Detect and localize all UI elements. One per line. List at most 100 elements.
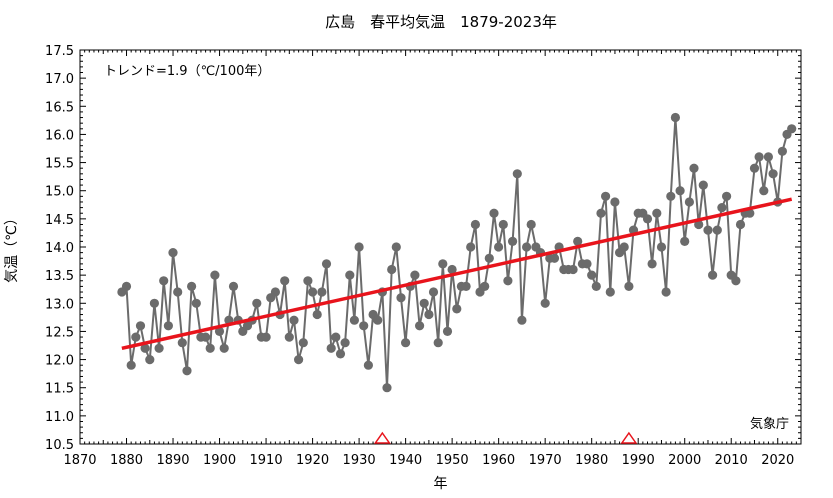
y-tick-label: 10.5 xyxy=(45,438,74,453)
data-point xyxy=(787,124,797,134)
x-tick-label: 2010 xyxy=(715,453,748,468)
data-point xyxy=(507,236,518,246)
x-tick-label: 2020 xyxy=(761,453,794,468)
x-tick-label: 1880 xyxy=(110,453,143,468)
data-point xyxy=(201,332,211,342)
y-tick-label: 15.5 xyxy=(45,157,74,172)
data-point xyxy=(466,242,476,252)
data-point xyxy=(587,270,597,280)
plot-frame xyxy=(79,49,802,445)
data-point xyxy=(503,276,513,286)
station-change-marker xyxy=(620,431,638,444)
data-point xyxy=(173,287,183,297)
data-point xyxy=(191,298,201,308)
data-point xyxy=(373,315,383,325)
x-tick-label: 1950 xyxy=(436,453,469,468)
chart-title: 広島 春平均気温 1879-2023年 xyxy=(325,13,557,31)
y-tick-label: 13.0 xyxy=(45,297,74,312)
data-point xyxy=(401,338,411,348)
data-point xyxy=(777,146,788,156)
data-point xyxy=(484,253,494,263)
data-point xyxy=(522,242,532,252)
data-point xyxy=(349,315,359,325)
station-change-markers xyxy=(373,431,638,444)
data-point xyxy=(582,259,592,269)
data-point xyxy=(177,338,187,348)
data-point xyxy=(596,208,606,218)
data-point xyxy=(610,197,620,207)
data-point xyxy=(698,180,708,190)
data-point xyxy=(745,208,755,218)
x-axis-label: 年 xyxy=(434,476,448,492)
data-point xyxy=(126,360,136,370)
data-point xyxy=(438,259,448,269)
y-tick-label: 16.0 xyxy=(45,128,74,143)
data-point xyxy=(187,281,197,291)
data-point xyxy=(391,242,401,252)
data-point xyxy=(470,219,480,230)
x-tick-label: 2000 xyxy=(668,453,701,468)
y-tick-label: 11.0 xyxy=(45,410,74,425)
data-point xyxy=(768,169,778,179)
data-point xyxy=(517,315,527,325)
data-point xyxy=(694,219,704,230)
y-tick-label: 15.0 xyxy=(45,185,74,200)
data-point xyxy=(591,281,601,291)
data-point xyxy=(345,270,355,280)
y-tick-label: 17.5 xyxy=(45,44,74,59)
x-tick-label: 1900 xyxy=(203,453,236,468)
data-point xyxy=(168,248,178,258)
data-point xyxy=(149,298,159,308)
data-point xyxy=(489,208,499,218)
data-point xyxy=(210,270,220,280)
y-tick-label: 12.0 xyxy=(45,354,74,369)
y-axis-label: 気温（℃） xyxy=(4,211,20,283)
data-point xyxy=(308,287,318,297)
data-point xyxy=(624,281,634,291)
data-point xyxy=(647,259,657,269)
data-point xyxy=(335,349,346,359)
data-point xyxy=(228,281,239,291)
data-point xyxy=(675,186,685,196)
x-tick-label: 1910 xyxy=(250,453,283,468)
x-tick-label: 1920 xyxy=(296,453,329,468)
y-tick-label: 11.5 xyxy=(45,382,74,397)
y-tick-label: 16.5 xyxy=(45,100,74,115)
data-point xyxy=(680,236,690,246)
data-point xyxy=(298,338,308,348)
data-point xyxy=(289,315,299,325)
data-point xyxy=(512,169,522,179)
data-point xyxy=(252,298,262,308)
x-tick-label: 1870 xyxy=(63,453,96,468)
data-point xyxy=(731,276,741,286)
y-tick-label: 14.5 xyxy=(45,213,74,228)
data-point xyxy=(387,264,397,275)
data-point xyxy=(656,242,667,252)
data-point xyxy=(428,287,439,297)
data-point xyxy=(689,163,699,173)
data-point xyxy=(140,343,150,353)
data-point xyxy=(540,298,550,308)
data-point xyxy=(619,242,629,252)
data-point xyxy=(601,191,611,201)
data-point xyxy=(498,219,508,230)
data-point xyxy=(410,270,420,280)
data-point xyxy=(759,186,769,196)
data-point xyxy=(396,293,406,303)
data-point xyxy=(205,343,215,353)
station-change-marker xyxy=(373,431,391,444)
data-point xyxy=(135,321,146,331)
x-tick-label: 1990 xyxy=(622,453,655,468)
x-tick-label: 1890 xyxy=(156,453,189,468)
data-point xyxy=(717,203,727,213)
data-point xyxy=(480,281,490,291)
data-point xyxy=(131,332,141,342)
data-point xyxy=(703,225,713,235)
data-point xyxy=(321,259,332,269)
y-axis: 10.5 11.0 11.5 12.0 12.5 13.0 13.5 14.0 14.5 15.0… xyxy=(45,44,801,453)
data-point xyxy=(382,383,392,393)
trend-line xyxy=(121,197,793,351)
data-point xyxy=(214,326,225,336)
data-point xyxy=(270,287,280,297)
